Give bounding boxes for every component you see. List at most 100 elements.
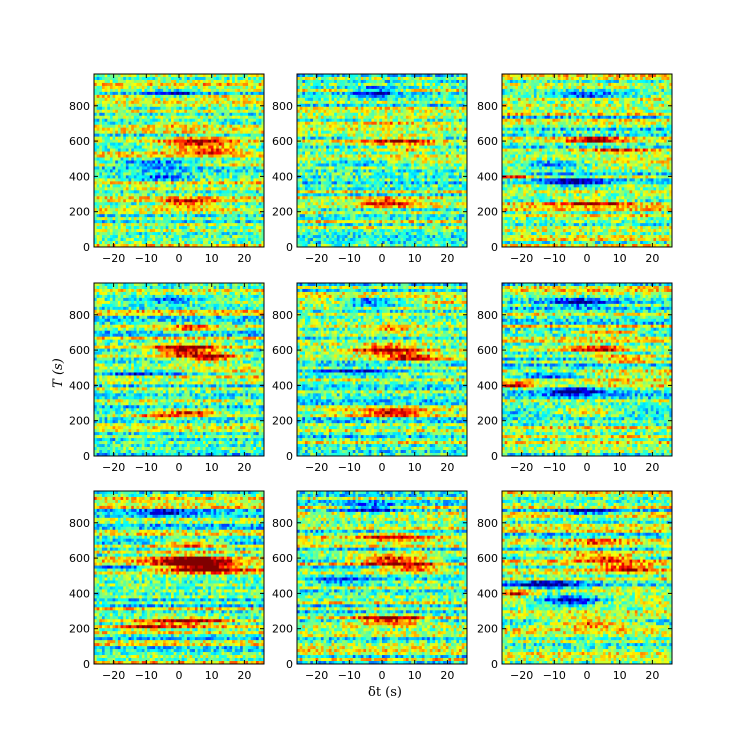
heatmap-cell — [328, 85, 332, 90]
heatmap-cell — [232, 97, 236, 102]
heatmap-cell — [224, 235, 228, 239]
heatmap-cell — [464, 79, 468, 84]
heatmap-cell — [221, 76, 225, 81]
heatmap-cell — [173, 100, 177, 105]
heatmap-cell — [109, 148, 113, 152]
heatmap-cell — [435, 100, 439, 105]
heatmap-cell — [210, 106, 214, 111]
heatmap-cell — [133, 229, 137, 233]
heatmap-cell — [131, 169, 135, 173]
heatmap-cell — [184, 133, 188, 138]
heatmap-cell — [261, 244, 265, 248]
heatmap-cell — [448, 85, 452, 90]
heatmap-cell — [200, 157, 204, 161]
heatmap-cell — [202, 145, 206, 149]
heatmap-cell — [109, 169, 113, 173]
heatmap-cell — [226, 133, 230, 138]
heatmap-cell — [133, 106, 137, 111]
heatmap-cell — [213, 175, 217, 179]
heatmap-cell — [157, 76, 161, 81]
heatmap-cell — [258, 205, 262, 209]
heatmap-cell — [147, 211, 151, 215]
heatmap-cell — [248, 136, 252, 141]
heatmap-cell — [208, 139, 212, 143]
heatmap-cell — [342, 91, 346, 96]
heatmap-cell — [352, 103, 356, 108]
heatmap-cell — [221, 235, 225, 239]
heatmap-cell — [171, 178, 175, 182]
heatmap-cell — [440, 88, 444, 93]
heatmap-cell — [152, 133, 156, 138]
heatmap-cell — [101, 235, 106, 239]
heatmap-cell — [344, 115, 348, 120]
heatmap-cell — [226, 109, 230, 114]
heatmap-cell — [229, 160, 233, 164]
heatmap-cell — [413, 106, 417, 111]
heatmap-cell — [192, 169, 196, 173]
heatmap-cell — [250, 214, 254, 218]
heatmap-cell — [435, 82, 439, 87]
heatmap-cell — [376, 74, 380, 78]
heatmap-cell — [237, 199, 241, 203]
heatmap-cell — [141, 100, 145, 105]
heatmap-cell — [210, 160, 214, 164]
heatmap-cell — [147, 202, 151, 206]
heatmap-cell — [144, 220, 148, 224]
heatmap-cell — [234, 127, 238, 132]
heatmap-cell — [216, 169, 220, 173]
heatmap-cell — [139, 76, 143, 81]
heatmap-cell — [194, 184, 198, 188]
heatmap-cell — [395, 118, 399, 123]
heatmap-cell — [131, 202, 135, 206]
heatmap-cell — [226, 115, 230, 120]
heatmap-cell — [194, 163, 198, 167]
heatmap-cell — [392, 88, 396, 93]
heatmap-cell — [144, 79, 148, 84]
heatmap-cell — [186, 145, 191, 149]
heatmap-cell — [144, 169, 148, 173]
heatmap-cell — [213, 166, 217, 170]
heatmap-cell — [395, 106, 399, 111]
heatmap-cell — [99, 127, 103, 132]
heatmap-cell — [253, 74, 257, 78]
heatmap-cell — [250, 76, 254, 81]
heatmap-cell — [181, 229, 185, 233]
heatmap-cell — [94, 130, 98, 135]
heatmap-cell — [192, 115, 196, 120]
heatmap-cell — [424, 124, 428, 129]
heatmap-cell — [210, 193, 214, 197]
heatmap-cell — [171, 121, 175, 126]
heatmap-cell — [218, 169, 222, 173]
heatmap-cell — [173, 235, 177, 239]
heatmap-cell — [107, 115, 111, 120]
heatmap-cell — [202, 211, 206, 215]
heatmap-cell — [232, 115, 236, 120]
heatmap-cell — [165, 76, 169, 81]
heatmap-cell — [165, 238, 169, 242]
heatmap-cell — [186, 244, 191, 248]
heatmap-cell — [347, 100, 351, 105]
heatmap-cell — [459, 88, 463, 93]
heatmap-cell — [237, 76, 241, 81]
heatmap-cell — [155, 154, 159, 158]
heatmap-cell — [141, 160, 145, 164]
heatmap-cell — [115, 238, 119, 242]
heatmap-cell — [160, 196, 164, 200]
heatmap-cell — [173, 88, 177, 93]
heatmap-cell — [163, 205, 167, 209]
heatmap-cell — [451, 106, 455, 111]
heatmap-cell — [152, 103, 156, 108]
heatmap-cell — [208, 214, 212, 218]
heatmap-cell — [210, 217, 214, 221]
heatmap-cell — [464, 127, 468, 132]
heatmap-cell — [240, 193, 244, 197]
heatmap-cell — [413, 74, 417, 78]
heatmap-cell — [192, 163, 196, 167]
heatmap-cell — [179, 121, 183, 126]
heatmap-cell — [125, 238, 129, 242]
heatmap-cell — [224, 238, 228, 242]
heatmap-cell — [416, 121, 420, 126]
heatmap-cell — [179, 211, 183, 215]
heatmap-cell — [163, 82, 167, 87]
heatmap-cell — [302, 94, 306, 99]
